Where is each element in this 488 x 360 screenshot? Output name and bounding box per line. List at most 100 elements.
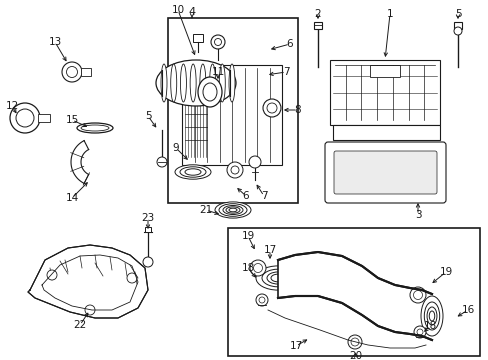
Text: 12: 12 bbox=[5, 101, 19, 111]
Bar bbox=[145, 227, 151, 232]
Polygon shape bbox=[278, 252, 431, 340]
Bar bbox=[369, 65, 399, 77]
Circle shape bbox=[453, 27, 461, 35]
Ellipse shape bbox=[170, 64, 176, 102]
Text: 22: 22 bbox=[73, 320, 86, 330]
Text: 15: 15 bbox=[65, 115, 79, 125]
Text: 5: 5 bbox=[144, 111, 151, 121]
Ellipse shape bbox=[228, 208, 237, 212]
Circle shape bbox=[409, 287, 425, 303]
Text: 10: 10 bbox=[171, 5, 184, 15]
Circle shape bbox=[259, 297, 264, 303]
Circle shape bbox=[142, 257, 153, 267]
Circle shape bbox=[266, 103, 276, 113]
Ellipse shape bbox=[161, 64, 167, 102]
Text: 8: 8 bbox=[294, 105, 301, 115]
Text: 7: 7 bbox=[260, 191, 267, 201]
Ellipse shape bbox=[209, 64, 215, 102]
Ellipse shape bbox=[270, 274, 285, 282]
Bar bbox=[182, 65, 282, 165]
Ellipse shape bbox=[424, 302, 439, 330]
Ellipse shape bbox=[215, 202, 250, 218]
Ellipse shape bbox=[180, 64, 186, 102]
Text: 16: 16 bbox=[461, 305, 474, 315]
Circle shape bbox=[47, 270, 57, 280]
Text: 6: 6 bbox=[242, 191, 249, 201]
Ellipse shape bbox=[180, 167, 205, 177]
Ellipse shape bbox=[156, 60, 236, 106]
Text: 5: 5 bbox=[454, 9, 460, 19]
Ellipse shape bbox=[81, 125, 109, 131]
Circle shape bbox=[253, 264, 262, 273]
Ellipse shape bbox=[225, 207, 240, 213]
Text: 6: 6 bbox=[286, 39, 293, 49]
Ellipse shape bbox=[203, 83, 217, 101]
Text: 11: 11 bbox=[211, 67, 224, 77]
Ellipse shape bbox=[198, 77, 222, 107]
Text: 18: 18 bbox=[241, 263, 254, 273]
Text: 2: 2 bbox=[314, 9, 321, 19]
Ellipse shape bbox=[219, 204, 246, 216]
Circle shape bbox=[413, 291, 422, 300]
FancyBboxPatch shape bbox=[333, 151, 436, 194]
Circle shape bbox=[350, 338, 358, 346]
Circle shape bbox=[263, 99, 281, 117]
Circle shape bbox=[256, 294, 267, 306]
Ellipse shape bbox=[266, 272, 288, 284]
Text: 20: 20 bbox=[349, 351, 362, 360]
Ellipse shape bbox=[219, 64, 225, 102]
Circle shape bbox=[62, 62, 82, 82]
Text: 17: 17 bbox=[289, 341, 302, 351]
Ellipse shape bbox=[190, 64, 196, 102]
Text: 21: 21 bbox=[199, 205, 212, 215]
Ellipse shape bbox=[428, 311, 434, 321]
Bar bbox=[329, 60, 439, 125]
Text: 14: 14 bbox=[65, 193, 79, 203]
Circle shape bbox=[210, 35, 224, 49]
Circle shape bbox=[230, 166, 239, 174]
Circle shape bbox=[249, 260, 265, 276]
Circle shape bbox=[347, 335, 361, 349]
FancyBboxPatch shape bbox=[325, 142, 445, 203]
Ellipse shape bbox=[200, 64, 205, 102]
Text: 23: 23 bbox=[141, 213, 154, 223]
Text: 17: 17 bbox=[263, 245, 276, 255]
Bar bbox=[193, 34, 203, 42]
Circle shape bbox=[85, 305, 95, 315]
Bar bbox=[81, 68, 91, 76]
Circle shape bbox=[157, 157, 167, 167]
Bar bbox=[332, 125, 439, 140]
Text: 9: 9 bbox=[172, 143, 179, 153]
Text: 1: 1 bbox=[386, 9, 392, 19]
Text: 19: 19 bbox=[241, 231, 254, 241]
Circle shape bbox=[226, 162, 243, 178]
Text: 18: 18 bbox=[423, 321, 436, 331]
Circle shape bbox=[416, 329, 422, 335]
Bar bbox=[453, 22, 461, 29]
Circle shape bbox=[248, 156, 261, 168]
Polygon shape bbox=[28, 245, 148, 318]
Circle shape bbox=[66, 67, 77, 77]
Ellipse shape bbox=[77, 123, 113, 133]
Ellipse shape bbox=[223, 206, 243, 215]
Text: 13: 13 bbox=[48, 37, 61, 47]
Bar bbox=[227, 228, 479, 356]
Text: 7: 7 bbox=[282, 67, 289, 77]
Bar bbox=[313, 22, 321, 29]
Circle shape bbox=[413, 326, 425, 338]
Ellipse shape bbox=[256, 266, 299, 290]
Circle shape bbox=[10, 103, 40, 133]
Text: 4: 4 bbox=[188, 7, 195, 17]
Ellipse shape bbox=[426, 307, 436, 325]
Bar bbox=[168, 18, 297, 203]
Ellipse shape bbox=[228, 64, 235, 102]
Text: 3: 3 bbox=[414, 210, 421, 220]
Circle shape bbox=[127, 273, 137, 283]
Ellipse shape bbox=[184, 169, 201, 175]
Bar bbox=[38, 114, 50, 122]
Circle shape bbox=[214, 39, 221, 45]
Ellipse shape bbox=[262, 269, 293, 287]
Circle shape bbox=[16, 109, 34, 127]
Ellipse shape bbox=[175, 165, 210, 179]
Text: 19: 19 bbox=[439, 267, 452, 277]
